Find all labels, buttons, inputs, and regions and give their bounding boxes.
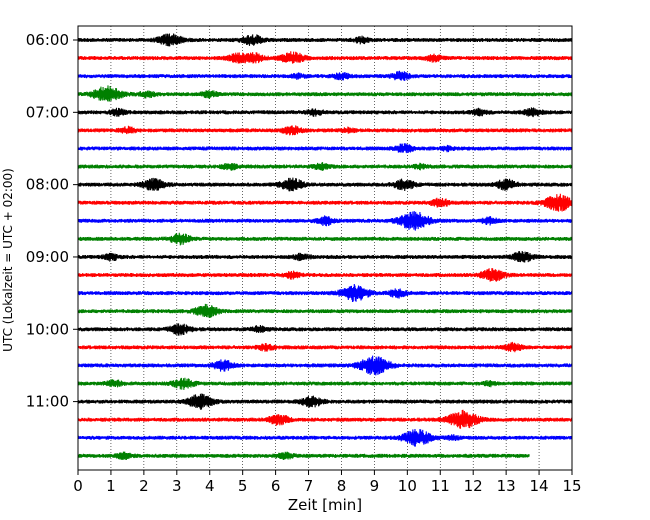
plot-frame bbox=[77, 25, 573, 471]
x-tick-label: 14 bbox=[530, 477, 549, 495]
trace-08-30 bbox=[77, 211, 573, 231]
trace-11-30 bbox=[77, 429, 573, 447]
y-tick-label: 11:00 bbox=[26, 393, 69, 411]
x-tick-label: 0 bbox=[73, 477, 83, 495]
x-axis-label: Zeit [min] bbox=[288, 496, 362, 514]
x-tick-label: 4 bbox=[205, 477, 215, 495]
y-tick-label: 08:00 bbox=[26, 176, 69, 194]
trace-06-30 bbox=[77, 70, 573, 81]
trace-08-00 bbox=[77, 177, 573, 192]
x-tick-label: 2 bbox=[139, 477, 149, 495]
x-tick-label: 5 bbox=[238, 477, 248, 495]
trace-06-45 bbox=[77, 85, 573, 102]
x-tick-label: 13 bbox=[497, 477, 516, 495]
trace-11-15 bbox=[77, 409, 573, 429]
trace-11-45 bbox=[77, 451, 530, 461]
trace-09-15 bbox=[77, 268, 573, 282]
seismogram-traces bbox=[77, 33, 573, 461]
trace-09-45 bbox=[77, 303, 573, 318]
y-tick-label: 06:00 bbox=[26, 31, 69, 49]
trace-08-45 bbox=[77, 232, 573, 246]
x-tick-label: 11 bbox=[431, 477, 450, 495]
x-tick-label: 6 bbox=[271, 477, 281, 495]
trace-07-30 bbox=[77, 143, 573, 154]
y-tick-label: 07:00 bbox=[26, 103, 69, 121]
y-axis-ticks: 06:00 07:00 08:00 09:00 10:00 11:00 bbox=[26, 31, 78, 411]
trace-11-00 bbox=[77, 393, 573, 410]
trace-07-00 bbox=[77, 107, 573, 118]
trace-06-15 bbox=[77, 51, 573, 64]
trace-08-15 bbox=[77, 193, 573, 212]
y-axis-label: UTC (Lokalzeit = UTC + 02:00) bbox=[1, 168, 15, 352]
y-tick-label: 10:00 bbox=[26, 320, 69, 338]
trace-07-45 bbox=[77, 162, 573, 171]
trace-06-00 bbox=[77, 33, 573, 47]
x-tick-label: 10 bbox=[398, 477, 417, 495]
x-tick-label: 9 bbox=[370, 477, 380, 495]
trace-07-15 bbox=[77, 125, 573, 136]
grid-lines bbox=[110, 26, 540, 470]
x-tick-label: 15 bbox=[562, 477, 581, 495]
trace-10-00 bbox=[77, 323, 573, 336]
trace-10-30 bbox=[77, 355, 573, 376]
trace-10-15 bbox=[77, 341, 573, 353]
x-tick-label: 7 bbox=[304, 477, 314, 495]
trace-09-30 bbox=[77, 283, 573, 303]
x-tick-label: 1 bbox=[106, 477, 116, 495]
x-tick-label: 12 bbox=[464, 477, 483, 495]
x-tick-label: 8 bbox=[337, 477, 347, 495]
y-tick-label: 09:00 bbox=[26, 248, 69, 266]
trace-09-00 bbox=[77, 250, 573, 263]
x-axis-ticks: 0 1 2 3 4 5 6 7 8 9 10 11 12 13 14 15 bbox=[73, 470, 582, 495]
x-tick-label: 3 bbox=[172, 477, 182, 495]
trace-10-45 bbox=[77, 377, 573, 390]
